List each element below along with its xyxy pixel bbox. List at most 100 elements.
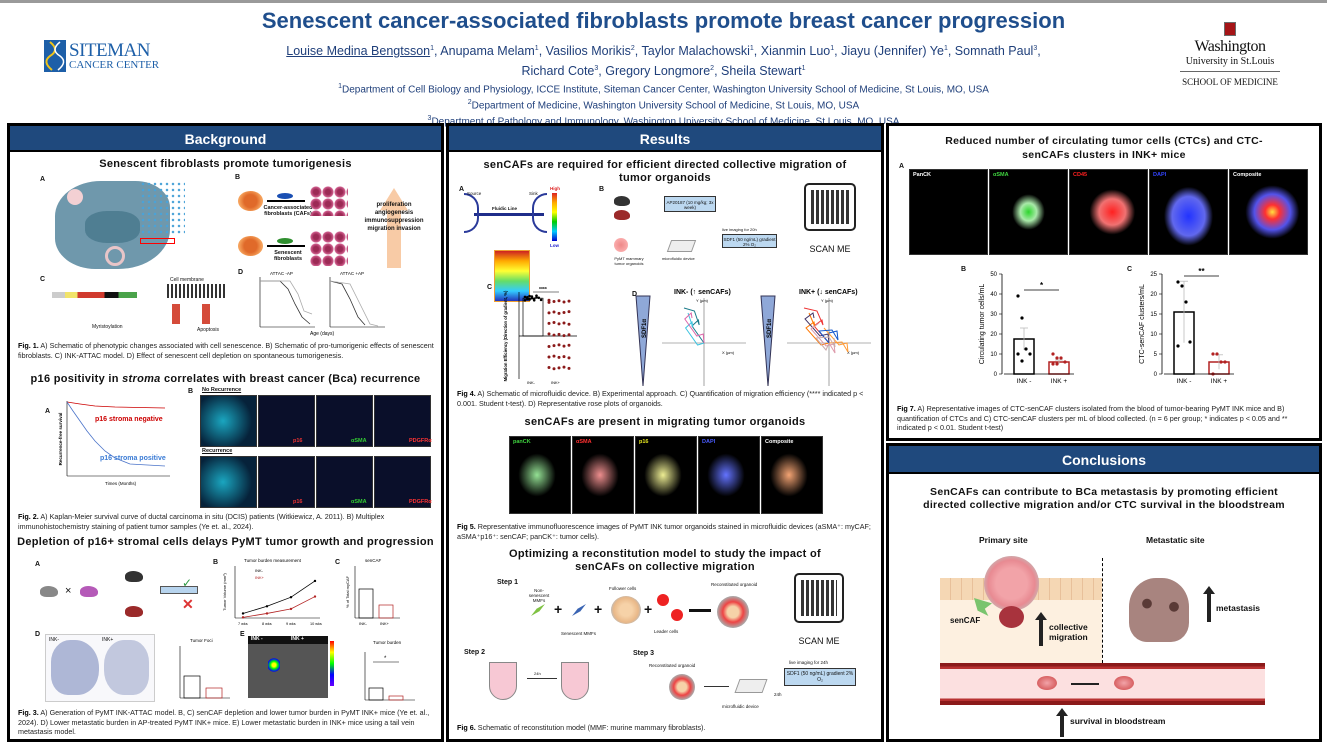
conclusions-section: Conclusions SenCAFs can contribute to BC…: [886, 443, 1322, 742]
fig7-caption: Fig 7. A) Representative images of CTC-s…: [897, 404, 1288, 432]
data-point: [567, 322, 571, 326]
fig6-reconstitution-schematic: Step 1 Non-senescent MMFs + Senescent MM…: [449, 574, 881, 719]
y-axis-label: Tumor Volume (mm³): [222, 573, 227, 611]
data-point: [547, 311, 551, 315]
x-tick-label: INK -: [1017, 378, 1032, 385]
fig2a-km-curve: p16 stroma negative p16 stroma positive …: [58, 401, 170, 486]
panel-label: D: [238, 269, 244, 276]
data-point: [1059, 356, 1063, 360]
data-point: [547, 321, 551, 325]
microscopy-panel: Composite: [761, 436, 823, 514]
microscopy-panel: αSMA: [989, 169, 1068, 255]
siteman-logo: SITEMAN CANCER CENTER: [44, 40, 184, 74]
cell-label: Leader cells: [654, 629, 679, 634]
section-title: Optimizing a reconstitution model to stu…: [509, 548, 821, 573]
data-point: [552, 354, 556, 358]
panel-label: B: [213, 559, 219, 566]
blood-vessel: [940, 663, 1265, 705]
data-point: [562, 355, 566, 359]
gradient-wedge: [760, 295, 776, 386]
senescent-label: Senescent fibroblasts: [273, 250, 303, 262]
cell-label: Follower cells: [609, 586, 637, 591]
channel-label: DAPI: [1153, 172, 1167, 178]
panel-label: A: [45, 408, 51, 415]
fig3b-line-chart: Tumor burden measurement Tumor Volume (mm…: [222, 558, 322, 626]
conclusion-statement: SenCAFs can contribute to BCa metastasis…: [923, 486, 1285, 511]
ink-attac-schematic: Cell membrane Apoptosis Myristoylation: [52, 277, 227, 340]
fig4c-migration-chart: **** INK- INK+ Migration Efficiency (Direct…: [503, 287, 577, 385]
tick-label: INK-: [527, 380, 536, 385]
data-point: [1051, 362, 1055, 366]
bar-ink-minus: [522, 297, 544, 337]
x-axis-label: X (µm): [847, 350, 860, 355]
affiliation: 3Department of Pathology and Immunology,…: [427, 114, 900, 127]
group-label: INK -: [251, 636, 263, 642]
conclusions-header: Conclusions: [889, 446, 1319, 474]
logo-line: SCHOOL OF MEDICINE: [1182, 77, 1278, 87]
shield-icon: [1224, 22, 1236, 36]
source-label: Source: [467, 191, 482, 196]
background-column: Background Senescent fibroblasts promote…: [7, 123, 444, 742]
channel-label: αSMA: [993, 172, 1009, 178]
scale-low-label: Low: [550, 243, 559, 248]
scan-me-label: SCAN ME: [798, 636, 840, 646]
logo-line: Washington: [1194, 38, 1266, 55]
y-axis-label: Migration Efficiency (Direction of gradi…: [503, 290, 508, 381]
y-tick-label: 20: [1150, 292, 1157, 298]
data-point: [1020, 359, 1024, 363]
fig2-caption: Fig. 2. A) Kaplan-Meier survival curve o…: [18, 512, 385, 531]
significance: *: [1040, 281, 1044, 290]
data-point: [562, 321, 566, 325]
data-point: [313, 595, 317, 598]
plot-title: INK- (↑ senCAFs): [674, 289, 731, 296]
ihc-panel: PDGFRα: [374, 395, 432, 447]
curve-label: p16 stroma positive: [100, 455, 166, 462]
panel-label: B: [235, 174, 241, 181]
data-point: [562, 365, 566, 369]
scan-me-label: SCAN ME: [809, 244, 851, 254]
live-imaging-label: live imaging for 20h: [722, 227, 757, 232]
sencaf-label: senCAF: [950, 616, 981, 625]
author: Vasilios Morikis2: [545, 44, 635, 59]
author: Louise Medina Bengtsson1: [286, 44, 435, 59]
x-tick-label: INK +: [1051, 378, 1068, 385]
x-tick-label: INK +: [1211, 378, 1228, 385]
channel-label: PanCK: [913, 172, 932, 178]
y-tick-label: 20: [990, 332, 997, 338]
up-arrow-icon: [1060, 715, 1064, 737]
microscopy-panel: PanCK: [909, 169, 988, 255]
data-point: [526, 297, 529, 301]
plus-icon: +: [554, 601, 563, 617]
ctc-section: Reduced number of circulating tumor cell…: [886, 123, 1322, 441]
x-tick-label: INK -: [1177, 378, 1192, 385]
author: Somnath Paul3: [954, 44, 1038, 59]
fig7c-cluster-chart: 0 5 10 15 20 25 CTC-senCAF clusters/mL INK - INK…: [1139, 267, 1234, 385]
device-label: microfluidic device: [662, 256, 695, 261]
microscopy-panel: CD45: [1069, 169, 1148, 255]
qr-code[interactable]: [804, 183, 856, 231]
y-axis-label: % of Total myCAF: [345, 575, 350, 607]
ihc-panel: [200, 395, 257, 447]
data-point: [1024, 347, 1028, 351]
conclusion-diagram: Primary site Metastatic site senCAF coll…: [889, 526, 1319, 739]
author: Richard Cote3: [521, 64, 599, 79]
panel-label: A: [40, 176, 46, 183]
section-label: INK-: [49, 637, 59, 643]
ihc-panel: αSMA: [316, 456, 373, 508]
fig3a-breeding-schematic: ×: [35, 566, 205, 626]
data-point: [567, 299, 571, 303]
author-list: Louise Medina Bengtsson1, Anupama Melam1…: [286, 44, 1041, 79]
panel-label: C: [335, 559, 341, 566]
chart-title: Tumor burden: [373, 640, 402, 645]
data-point: [532, 299, 536, 302]
y-tick-label: 0: [994, 372, 998, 378]
data-point: [557, 311, 561, 315]
organoids-label: PyMT mammary tumor organoids: [614, 256, 644, 266]
panel-label: B: [961, 266, 967, 273]
data-point: [313, 579, 317, 583]
section-title: p16 positivity in stroma correlates with…: [30, 373, 421, 385]
microscopy-panel: panCK: [509, 436, 571, 514]
qr-code[interactable]: [794, 573, 844, 623]
fig4d-rose-plots: SDF1α INK- (↑ senCAFs) X (µm) Y (µm) SDF1α IN…: [635, 289, 871, 386]
track-line: [684, 311, 705, 344]
